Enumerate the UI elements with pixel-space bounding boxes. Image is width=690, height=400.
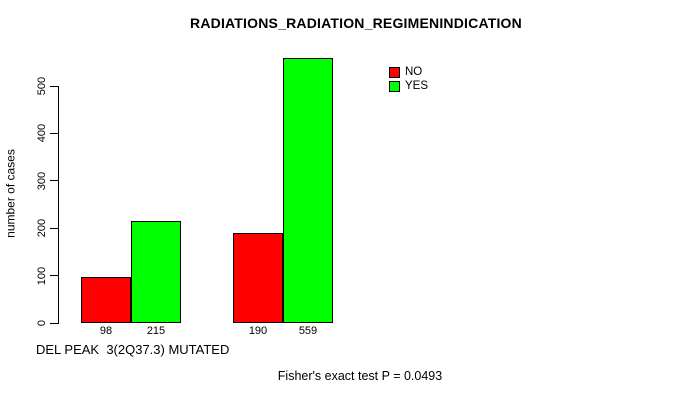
chart-title: RADIATIONS_RADIATION_REGIMENINDICATION bbox=[190, 15, 522, 31]
bar-no-group-2 bbox=[233, 233, 283, 323]
bar-yes-group-2 bbox=[283, 58, 333, 323]
bar-value-label: 98 bbox=[99, 325, 113, 337]
y-tick-mark bbox=[50, 132, 58, 134]
legend: NO YES bbox=[389, 65, 428, 93]
bar-value-label: 190 bbox=[248, 325, 268, 337]
x-axis-label: DEL PEAK 3(2Q37.3) MUTATED bbox=[36, 342, 230, 357]
y-axis-label: number of cases bbox=[3, 149, 18, 238]
y-tick-mark bbox=[50, 275, 58, 277]
annotation-text: Fisher's exact test P = 0.0493 bbox=[277, 369, 443, 383]
legend-swatch-icon bbox=[389, 80, 400, 92]
y-tick-label: 0 bbox=[36, 319, 48, 327]
y-tick-label: 300 bbox=[36, 171, 48, 190]
legend-swatch-icon bbox=[389, 66, 400, 78]
y-tick-label: 200 bbox=[36, 219, 48, 238]
y-tick-label: 400 bbox=[36, 124, 48, 143]
y-tick-label: 500 bbox=[36, 76, 48, 96]
legend-item-yes: YES bbox=[389, 79, 428, 93]
legend-label: NO bbox=[405, 66, 423, 78]
y-axis-line bbox=[58, 86, 59, 324]
bar-value-label: 559 bbox=[298, 325, 318, 337]
bar-yes-group-1 bbox=[131, 221, 181, 323]
y-tick-mark bbox=[50, 227, 58, 229]
legend-item-no: NO bbox=[389, 65, 428, 79]
legend-label: YES bbox=[405, 80, 429, 92]
bar-value-label: 215 bbox=[146, 325, 166, 337]
y-tick-mark bbox=[50, 180, 58, 182]
y-tick-label: 100 bbox=[36, 266, 48, 285]
y-tick-mark bbox=[50, 322, 58, 324]
y-tick-mark bbox=[50, 85, 58, 87]
bar-no-group-1 bbox=[81, 277, 131, 323]
